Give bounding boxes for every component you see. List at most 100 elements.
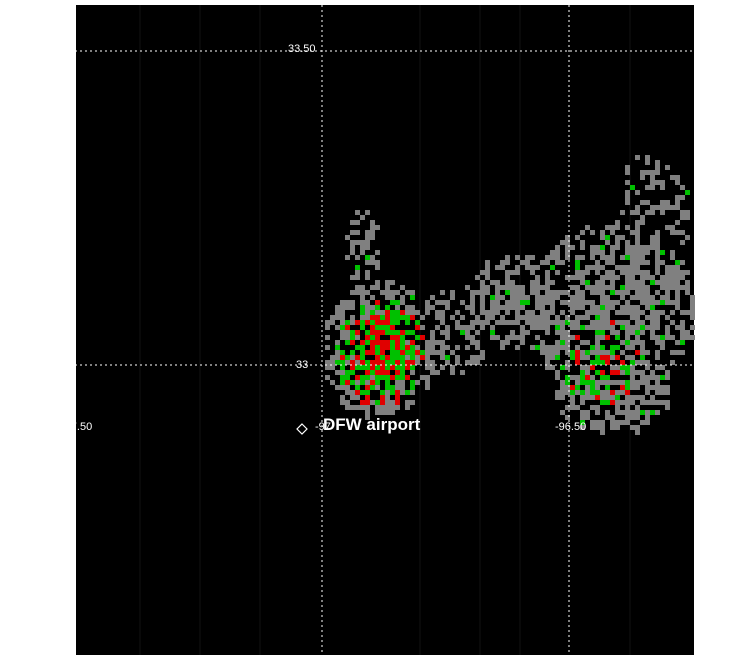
cell-low xyxy=(575,315,580,320)
cell-medium xyxy=(410,350,415,355)
cell-high xyxy=(615,370,620,375)
reflectivity-low xyxy=(325,155,695,435)
cell-low xyxy=(375,310,380,315)
cell-low xyxy=(560,290,565,295)
cell-low xyxy=(575,345,580,350)
cell-low xyxy=(365,240,370,245)
cell-medium xyxy=(570,350,575,355)
cell-low xyxy=(415,360,420,365)
cell-medium xyxy=(415,335,420,340)
cell-low xyxy=(365,300,370,305)
cell-low xyxy=(630,375,635,380)
cell-low xyxy=(595,420,600,425)
cell-low xyxy=(640,340,645,345)
cell-low xyxy=(605,240,610,245)
cell-medium xyxy=(340,350,345,355)
cell-low xyxy=(500,260,505,265)
cell-low xyxy=(580,340,585,345)
cell-low xyxy=(570,325,575,330)
cell-low xyxy=(645,210,650,215)
cell-low xyxy=(605,300,610,305)
cell-medium xyxy=(675,260,680,265)
cell-low xyxy=(560,410,565,415)
cell-medium xyxy=(650,410,655,415)
cell-low xyxy=(540,345,545,350)
cell-low xyxy=(470,320,475,325)
cell-medium xyxy=(445,355,450,360)
cell-medium xyxy=(370,335,375,340)
cell-low xyxy=(655,375,660,380)
cell-medium xyxy=(365,330,370,335)
cell-low xyxy=(345,255,350,260)
cell-high xyxy=(395,360,400,365)
cell-low xyxy=(580,245,585,250)
cell-low xyxy=(535,275,540,280)
cell-low xyxy=(355,255,360,260)
cell-low xyxy=(635,305,640,310)
cell-low xyxy=(635,290,640,295)
cell-low xyxy=(600,315,605,320)
cell-low xyxy=(600,230,605,235)
cell-low xyxy=(675,290,680,295)
cell-medium xyxy=(395,350,400,355)
cell-low xyxy=(620,255,625,260)
cell-low xyxy=(595,345,600,350)
cell-high xyxy=(355,375,360,380)
cell-low xyxy=(470,355,475,360)
cell-medium xyxy=(395,330,400,335)
cell-low xyxy=(675,275,680,280)
cell-low xyxy=(605,260,610,265)
cell-low xyxy=(595,335,600,340)
cell-low xyxy=(680,270,685,275)
cell-high xyxy=(635,350,640,355)
cell-medium xyxy=(395,375,400,380)
cell-low xyxy=(585,325,590,330)
cell-low xyxy=(380,290,385,295)
cell-low xyxy=(515,295,520,300)
cell-high xyxy=(365,370,370,375)
cell-low xyxy=(525,315,530,320)
cell-low xyxy=(590,245,595,250)
cell-medium xyxy=(380,390,385,395)
cell-medium xyxy=(360,320,365,325)
cell-low xyxy=(465,330,470,335)
cell-low xyxy=(540,295,545,300)
cell-low xyxy=(485,275,490,280)
cell-low xyxy=(350,290,355,295)
cell-low xyxy=(565,360,570,365)
cell-low xyxy=(385,285,390,290)
cell-high xyxy=(400,350,405,355)
cell-low xyxy=(405,305,410,310)
cell-low xyxy=(370,235,375,240)
cell-low xyxy=(670,255,675,260)
cell-low xyxy=(545,270,550,275)
cell-low xyxy=(635,155,640,160)
cell-low xyxy=(630,395,635,400)
cell-low xyxy=(585,370,590,375)
cell-low xyxy=(645,250,650,255)
cell-medium xyxy=(580,370,585,375)
cell-low xyxy=(675,195,680,200)
cell-low xyxy=(570,245,575,250)
cell-high xyxy=(380,395,385,400)
cell-low xyxy=(330,360,335,365)
cell-high xyxy=(405,345,410,350)
cell-high xyxy=(395,335,400,340)
cell-medium xyxy=(400,370,405,375)
cell-low xyxy=(665,400,670,405)
cell-low xyxy=(640,270,645,275)
cell-low xyxy=(350,320,355,325)
cell-low xyxy=(430,295,435,300)
cell-low xyxy=(505,260,510,265)
cell-low xyxy=(455,345,460,350)
cell-low xyxy=(520,315,525,320)
cell-low xyxy=(350,355,355,360)
cell-low xyxy=(600,290,605,295)
cell-high xyxy=(365,350,370,355)
cell-low xyxy=(395,385,400,390)
cell-low xyxy=(605,415,610,420)
cell-low xyxy=(410,370,415,375)
cell-low xyxy=(475,315,480,320)
cell-low xyxy=(665,315,670,320)
